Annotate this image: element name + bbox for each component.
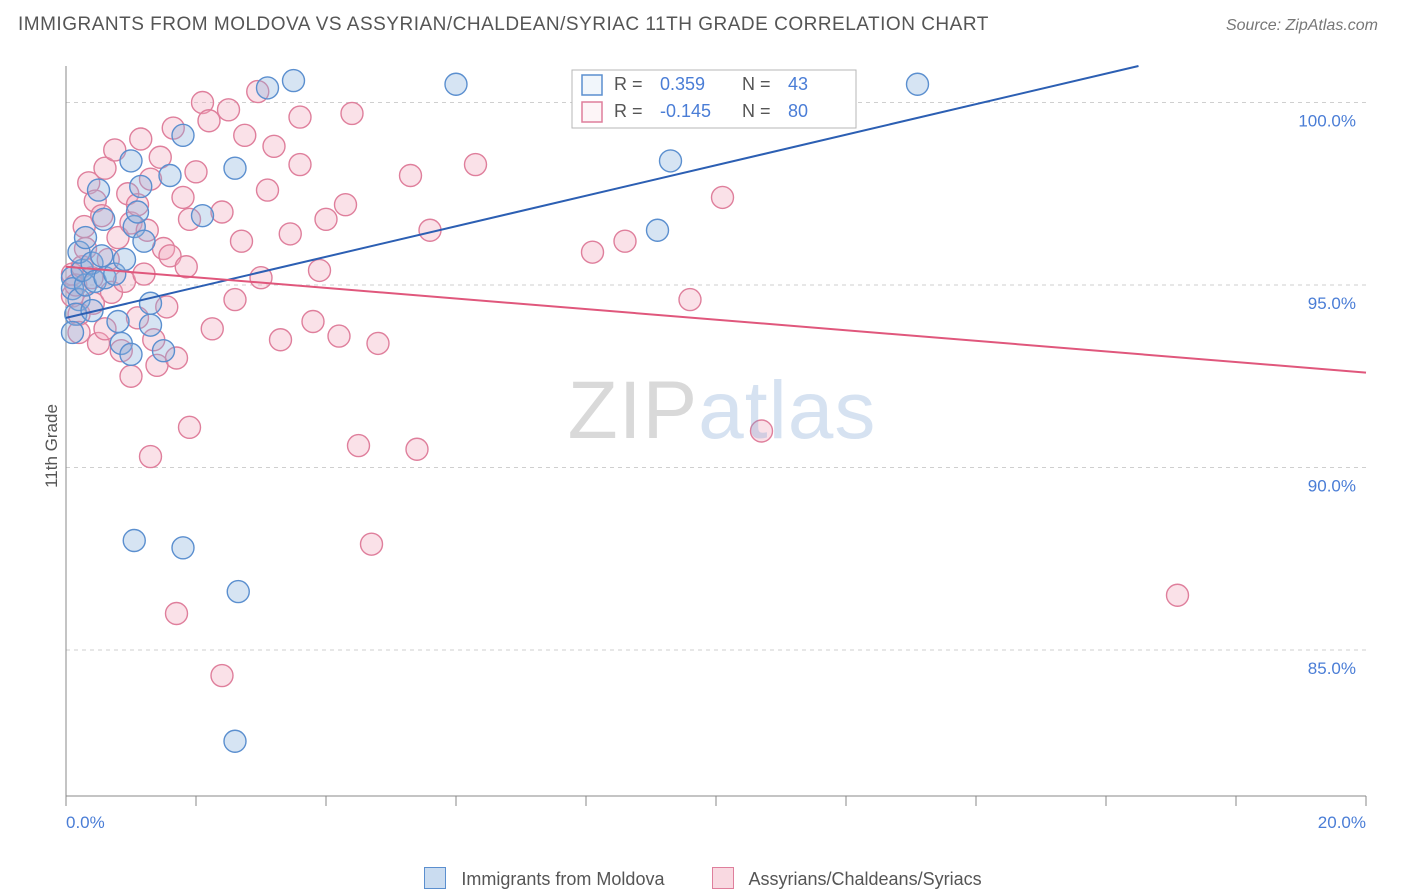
svg-text:N =: N = bbox=[742, 101, 771, 121]
svg-text:20.0%: 20.0% bbox=[1318, 813, 1366, 832]
svg-text:80: 80 bbox=[788, 101, 808, 121]
correlation-scatter-chart: 85.0% 90.0% 95.0% 100.0% 0.0% 20.0% R = 0.359 N… bbox=[52, 52, 1392, 832]
plot-area: 85.0% 90.0% 95.0% 100.0% 0.0% 20.0% R = 0.359 N… bbox=[52, 52, 1392, 832]
svg-text:R =: R = bbox=[614, 101, 643, 121]
chart-title: IMMIGRANTS FROM MOLDOVA VS ASSYRIAN/CHAL… bbox=[18, 14, 989, 36]
svg-text:100.0%: 100.0% bbox=[1298, 112, 1356, 131]
svg-text:-0.145: -0.145 bbox=[660, 101, 711, 121]
header: IMMIGRANTS FROM MOLDOVA VS ASSYRIAN/CHAL… bbox=[0, 0, 1406, 40]
svg-text:0.0%: 0.0% bbox=[66, 813, 105, 832]
svg-text:R =: R = bbox=[614, 74, 643, 94]
legend-swatch-icon bbox=[712, 867, 734, 889]
source-label: Source: ZipAtlas.com bbox=[1226, 17, 1378, 35]
svg-text:N =: N = bbox=[742, 74, 771, 94]
svg-text:43: 43 bbox=[788, 74, 808, 94]
bottom-legend: Immigrants from Moldova Assyrians/Chalde… bbox=[0, 867, 1406, 890]
legend-item-moldova: Immigrants from Moldova bbox=[424, 867, 664, 890]
legend-label: Assyrians/Chaldeans/Syriacs bbox=[748, 869, 981, 889]
svg-text:85.0%: 85.0% bbox=[1308, 659, 1356, 678]
legend-label: Immigrants from Moldova bbox=[461, 869, 664, 889]
legend-swatch-icon bbox=[424, 867, 446, 889]
svg-text:95.0%: 95.0% bbox=[1308, 294, 1356, 313]
svg-text:90.0%: 90.0% bbox=[1308, 477, 1356, 496]
legend-item-assyrian: Assyrians/Chaldeans/Syriacs bbox=[712, 867, 981, 890]
svg-text:0.359: 0.359 bbox=[660, 74, 705, 94]
